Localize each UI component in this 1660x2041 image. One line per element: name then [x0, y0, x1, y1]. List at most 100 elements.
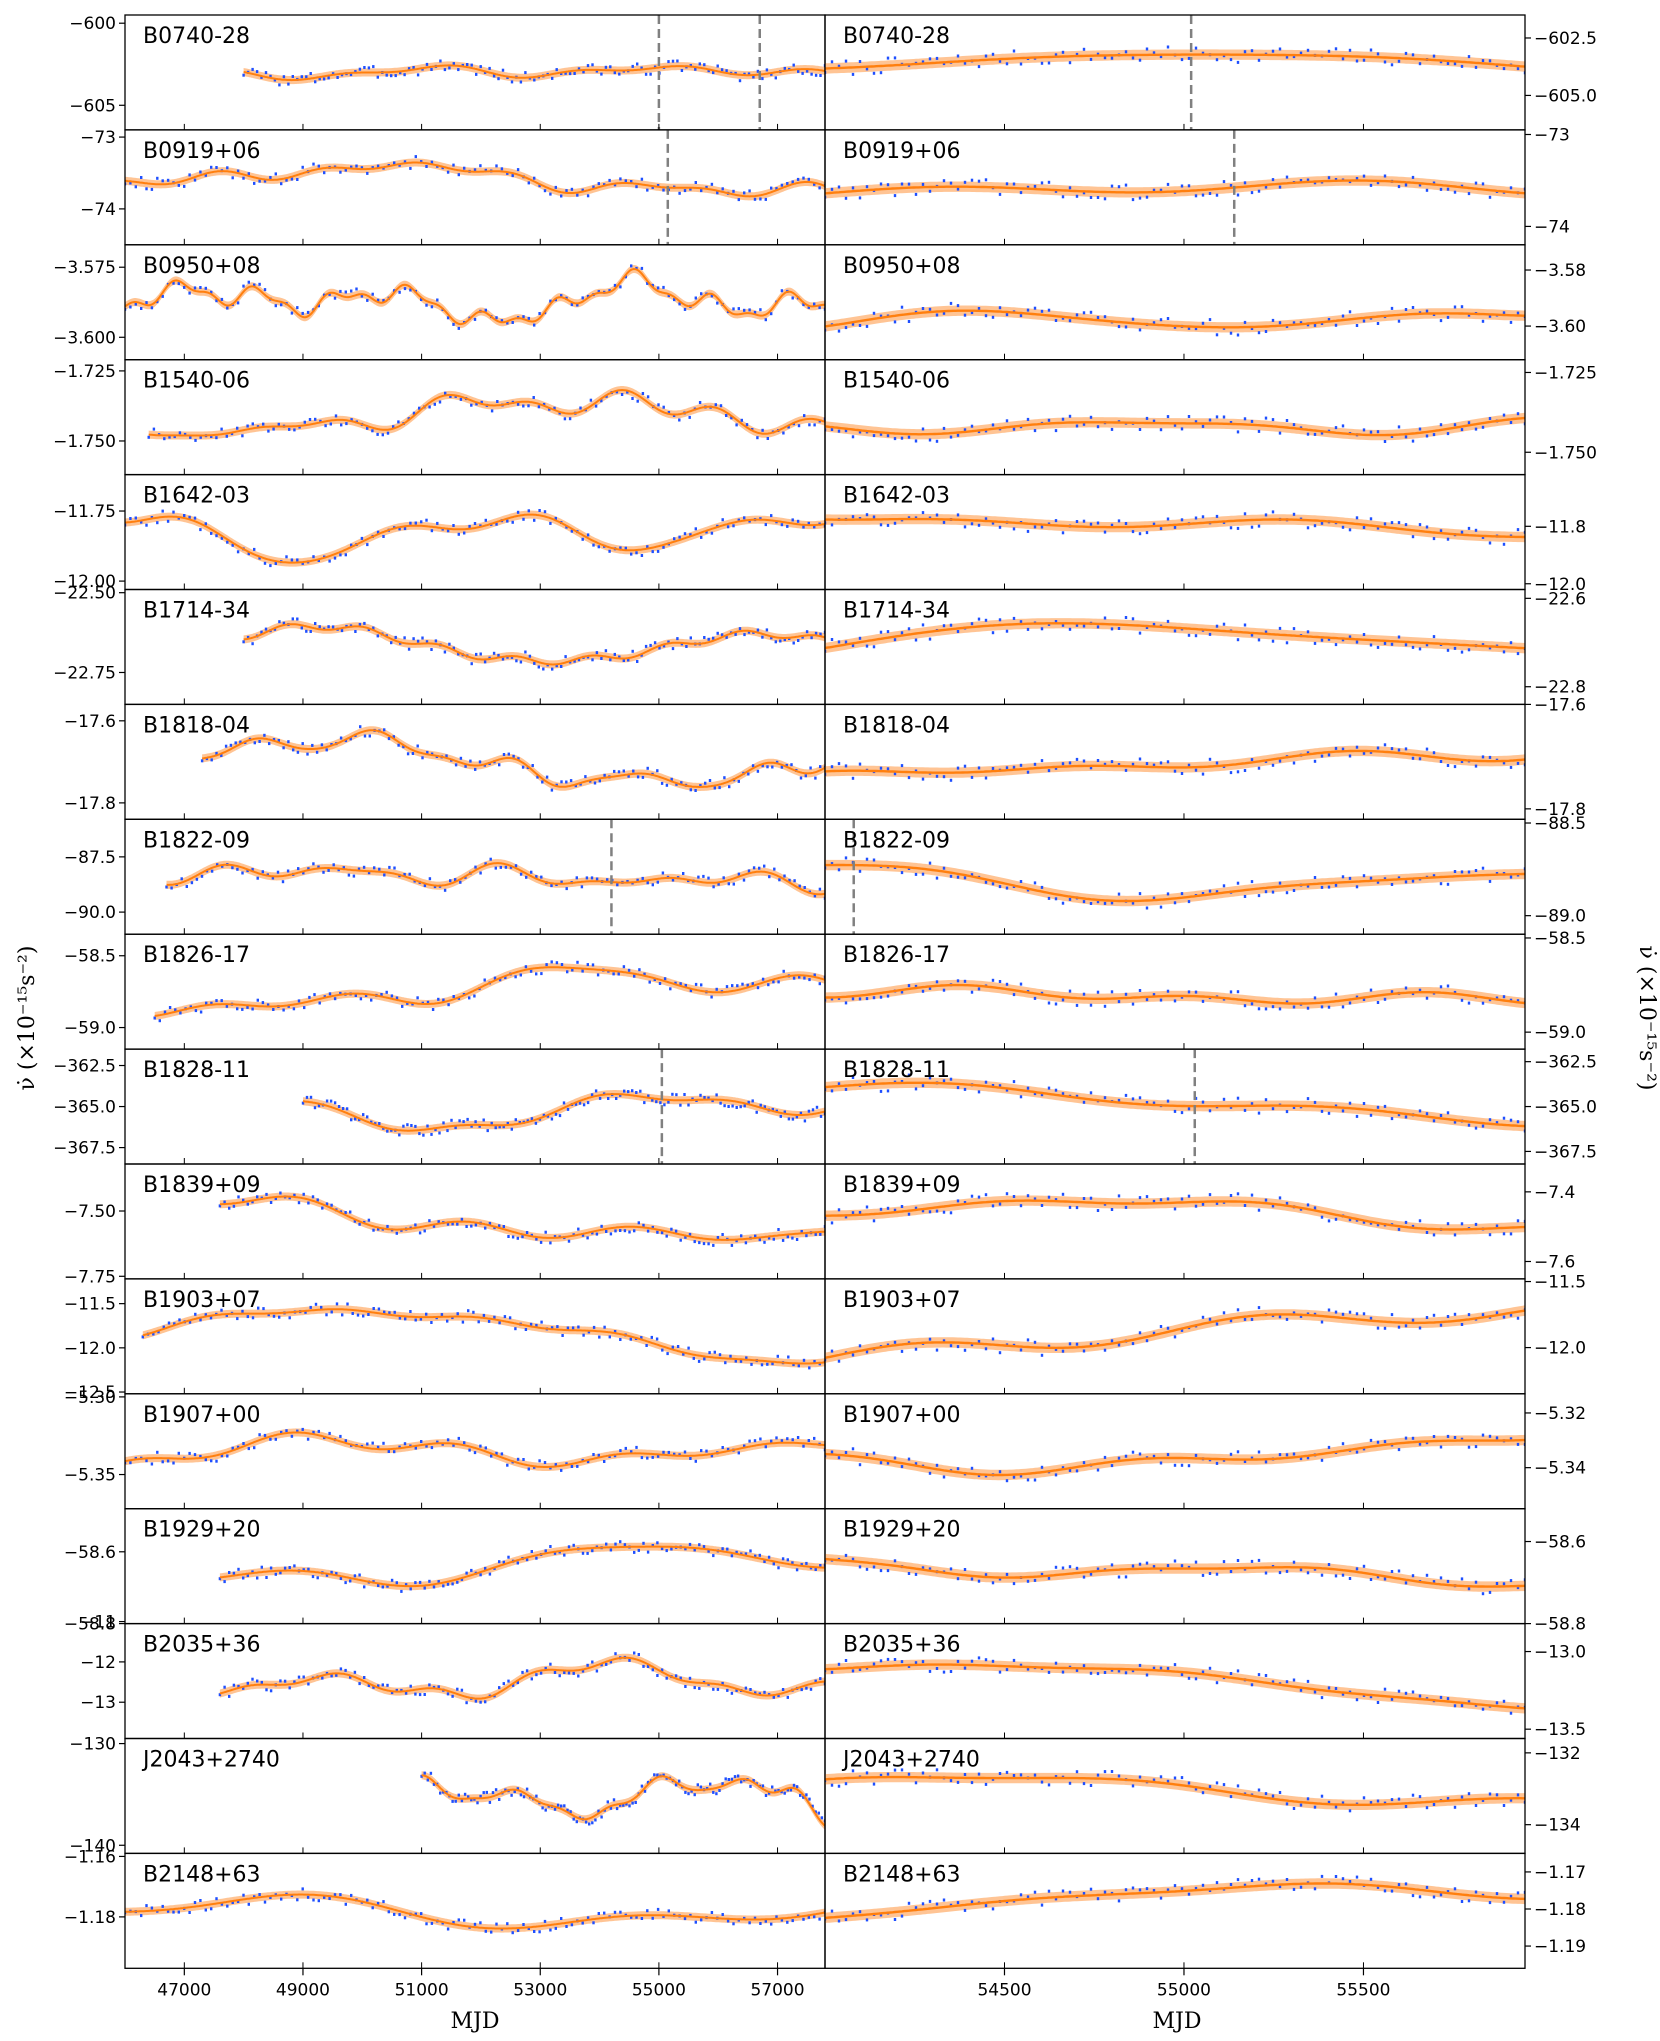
data-point [872, 1219, 876, 1223]
data-point [457, 652, 460, 656]
data-point [550, 1117, 554, 1121]
data-point [732, 524, 735, 528]
data-point [302, 1568, 305, 1572]
data-point [1215, 1322, 1219, 1326]
data-point [1082, 1892, 1086, 1895]
data-point [1152, 993, 1156, 997]
data-point [851, 322, 855, 326]
data-point [362, 1314, 365, 1318]
data-point [1194, 990, 1198, 994]
data-point [710, 1454, 714, 1458]
data-point [991, 423, 995, 427]
data-point [1348, 1577, 1352, 1580]
data-point [1250, 1559, 1254, 1563]
data-point [383, 873, 386, 877]
data-point [1061, 1670, 1065, 1674]
data-point [805, 1561, 808, 1565]
data-point [749, 1784, 752, 1788]
data-point [353, 1670, 357, 1674]
data-point [1215, 1681, 1219, 1685]
data-point [1439, 1695, 1443, 1699]
data-point [504, 976, 507, 980]
data-point [1425, 525, 1429, 529]
data-point [1432, 1895, 1436, 1899]
data-point [1040, 309, 1044, 313]
data-point [377, 1684, 380, 1688]
data-point [1362, 874, 1366, 878]
data-point [1306, 1456, 1310, 1460]
data-point [1215, 193, 1219, 197]
data-point [1278, 881, 1282, 885]
data-point [1341, 638, 1345, 642]
data-point [956, 979, 960, 983]
y-tick-label: −11.8 [1534, 517, 1586, 537]
plot-area [825, 15, 1525, 130]
data-point [956, 1345, 960, 1349]
data-point [459, 880, 462, 884]
data-point [493, 976, 497, 980]
data-point [1159, 1461, 1163, 1465]
data-point [935, 513, 939, 517]
data-point [1173, 999, 1177, 1003]
data-point [569, 779, 573, 783]
data-point [656, 184, 660, 187]
data-point [646, 1456, 649, 1460]
data-point [542, 667, 545, 671]
data-point [802, 1795, 805, 1799]
data-point [814, 631, 818, 635]
data-point [1257, 429, 1261, 433]
y-tick-label: −362.5 [53, 1057, 116, 1077]
data-point [767, 983, 770, 987]
data-point [1047, 1889, 1051, 1893]
data-point [363, 66, 366, 69]
data-point [694, 296, 697, 300]
data-point [288, 1196, 291, 1200]
data-point [460, 1217, 464, 1221]
data-point [641, 775, 645, 779]
pulsar-name: B2035+36 [143, 1633, 261, 1658]
x-tick-label: 55000 [632, 1980, 686, 2000]
data-point [1236, 1784, 1240, 1788]
data-point [659, 1101, 662, 1105]
data-point [378, 867, 381, 871]
data-point [1313, 996, 1317, 1000]
data-point [1096, 316, 1100, 319]
data-point [1404, 986, 1408, 990]
data-point [667, 640, 670, 644]
data-point [613, 283, 617, 287]
data-point [1005, 1479, 1009, 1483]
data-point [550, 884, 553, 888]
data-point [1236, 990, 1240, 994]
data-point [786, 524, 789, 528]
data-point [813, 973, 816, 977]
data-point [886, 1089, 890, 1093]
data-point [1145, 626, 1149, 629]
data-point [597, 1809, 600, 1813]
data-point [566, 970, 569, 974]
data-point [1327, 1005, 1331, 1009]
data-point [851, 515, 855, 519]
plot-area [125, 1427, 825, 1472]
data-point [783, 1110, 786, 1114]
data-point [1243, 181, 1247, 185]
data-point [613, 652, 616, 656]
data-point [293, 1193, 296, 1197]
data-point [1180, 184, 1184, 188]
data-point [865, 324, 869, 328]
data-point [1481, 866, 1485, 870]
data-point [667, 1909, 670, 1913]
data-point [1159, 428, 1163, 432]
data-point [1124, 1454, 1128, 1458]
data-point [430, 305, 434, 309]
data-point [710, 182, 714, 186]
data-point [535, 1323, 538, 1327]
data-point [1411, 1574, 1415, 1578]
y-tick-label: −88.5 [1534, 814, 1586, 834]
y-axis-label-left: ν̇ (×10⁻¹⁵s⁻²) [15, 946, 40, 1091]
data-point [492, 651, 496, 655]
data-point [791, 1117, 795, 1121]
data-point [977, 1474, 981, 1478]
data-point [1516, 1120, 1520, 1124]
data-point [568, 72, 572, 76]
data-point [539, 1671, 543, 1675]
